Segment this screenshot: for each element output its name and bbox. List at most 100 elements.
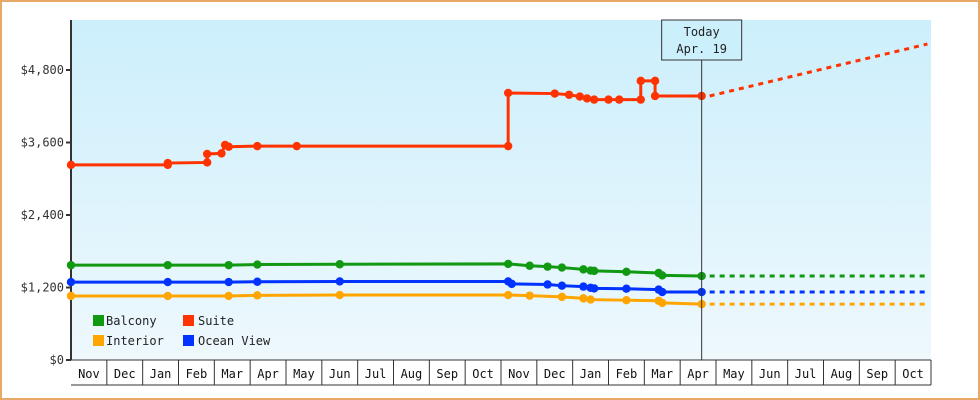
ocean-view-data-point[interactable] [589,284,599,293]
y-axis: $0 $1,200 $2,400 $3,600 $4,800 [21,20,72,367]
ocean-view-data-point[interactable] [543,280,552,289]
suite-data-point[interactable] [575,92,585,101]
plot-area [71,20,931,360]
month-label: Mar [651,367,673,381]
series-interior [66,290,928,309]
month-label: Apr [687,367,709,381]
balcony-data-point[interactable] [622,267,631,276]
interior-data-point[interactable] [557,292,567,302]
suite-data-point[interactable] [202,149,212,159]
y-tick-label: $4,800 [21,63,64,77]
y-tick-label: $2,400 [21,208,64,222]
balcony-data-point[interactable] [579,265,588,274]
balcony-data-point[interactable] [253,260,262,269]
suite-data-point[interactable] [503,88,513,98]
balcony-data-point[interactable] [525,261,534,270]
month-label: Aug [401,367,423,381]
balcony-data-point[interactable] [66,260,76,270]
suite-data-point[interactable] [636,76,645,86]
month-label: Jul [795,367,817,381]
ocean-view-data-point[interactable] [622,284,631,293]
interior-data-point[interactable] [253,291,262,300]
ocean-view-data-point[interactable] [163,277,172,287]
suite-data-point[interactable] [650,91,660,101]
month-label: May [723,367,745,381]
suite-data-point[interactable] [503,141,513,151]
month-label: Sep [436,367,458,381]
month-label: Jun [759,367,781,381]
balcony-data-point[interactable] [557,263,567,272]
suite-data-point[interactable] [589,95,599,104]
suite-data-point[interactable] [650,76,660,86]
interior-data-point[interactable] [525,291,534,300]
month-label: Aug [831,367,853,381]
month-label: Jan [150,367,172,381]
suite-projection-line [709,42,928,98]
month-label: Dec [544,367,566,381]
suite-data-point[interactable] [292,141,301,151]
month-label: Sep [866,367,888,381]
month-label: Nov [508,367,530,381]
legend-swatch-balcony [93,315,104,326]
interior-data-point[interactable] [658,298,667,308]
series-ocean-view [66,277,928,297]
suite-data-point[interactable] [582,94,592,103]
ocean-view-data-point[interactable] [579,282,588,291]
ocean-view-data-point[interactable] [253,277,262,286]
ocean-view-data-point[interactable] [224,277,233,287]
balcony-data-point[interactable] [503,259,513,269]
legend: Balcony Suite Interior Ocean View [93,314,271,348]
legend-label-ocean-view[interactable]: Ocean View [198,334,271,348]
balcony-data-point[interactable] [163,260,172,270]
suite-data-point[interactable] [253,141,262,151]
ocean-view-data-point[interactable] [335,277,344,286]
suite-data-point[interactable] [564,90,574,99]
legend-swatch-suite [183,315,194,326]
ocean-view-data-point[interactable] [507,279,516,289]
interior-data-point[interactable] [163,291,172,301]
interior-data-point[interactable] [335,290,344,300]
ocean-view-data-point[interactable] [658,287,667,297]
ocean-view-data-point[interactable] [66,277,76,287]
ocean-view-line [71,279,702,294]
interior-data-point[interactable] [586,295,595,304]
today-marker: Today Apr. 19 [661,19,743,360]
legend-swatch-ocean-view [183,335,194,346]
balcony-data-point[interactable] [224,260,233,270]
interior-data-point[interactable] [224,291,233,301]
legend-label-suite[interactable]: Suite [198,314,234,328]
suite-data-point[interactable] [202,158,212,167]
month-label: Jan [580,367,602,381]
suite-data-point[interactable] [66,160,76,170]
month-label: Feb [186,367,208,381]
interior-data-point[interactable] [622,295,631,305]
month-label: Apr [257,367,279,381]
balcony-data-point[interactable] [658,271,667,280]
today-box [661,19,743,61]
month-label: May [293,367,315,381]
y-tick-label: $3,600 [21,136,64,150]
month-label: Dec [114,367,136,381]
suite-data-point[interactable] [604,95,613,104]
balcony-data-point[interactable] [589,266,599,276]
interior-line [71,293,702,306]
y-tick-label: $0 [50,353,64,367]
interior-data-point[interactable] [579,294,588,303]
interior-data-point[interactable] [66,291,76,301]
suite-data-point[interactable] [224,142,233,151]
suite-data-point[interactable] [615,95,624,104]
balcony-data-point[interactable] [335,260,344,269]
suite-data-point[interactable] [163,158,172,168]
ocean-view-data-point[interactable] [557,281,567,290]
balcony-data-point[interactable] [543,262,552,271]
interior-data-point[interactable] [503,290,513,300]
suite-data-point[interactable] [217,149,226,158]
suite-data-point[interactable] [550,89,559,98]
suite-data-point[interactable] [636,95,645,104]
series-suite [66,42,928,170]
month-label: Jun [329,367,351,381]
legend-label-interior[interactable]: Interior [106,334,164,348]
x-axis: Nov Dec Jan Feb Mar Apr May Jun Jul Aug Sep Oct Nov D… [71,359,932,386]
legend-label-balcony[interactable]: Balcony [106,314,157,328]
